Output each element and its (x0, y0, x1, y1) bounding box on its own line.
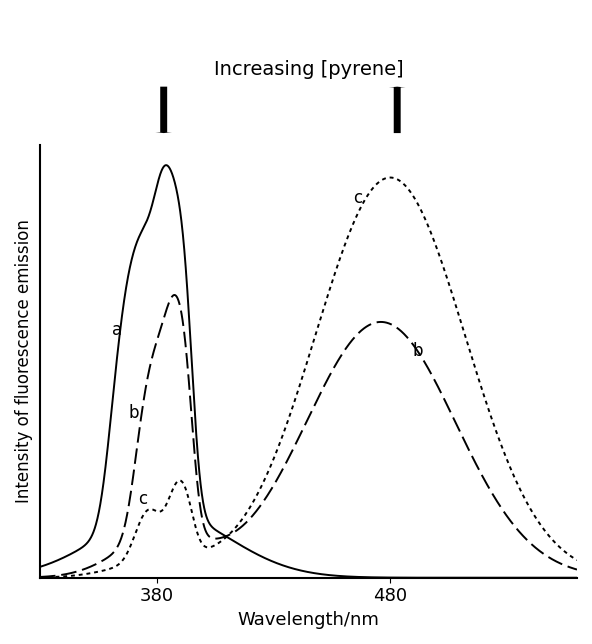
Text: b: b (128, 404, 139, 422)
Text: b: b (413, 342, 423, 360)
Text: c: c (138, 490, 147, 508)
Text: a: a (112, 321, 122, 339)
Text: c: c (353, 189, 362, 207)
X-axis label: Wavelength/nm: Wavelength/nm (237, 611, 379, 629)
Title: Increasing [pyrene]: Increasing [pyrene] (214, 60, 403, 79)
Y-axis label: Intensity of fluorescence emission: Intensity of fluorescence emission (15, 219, 33, 503)
